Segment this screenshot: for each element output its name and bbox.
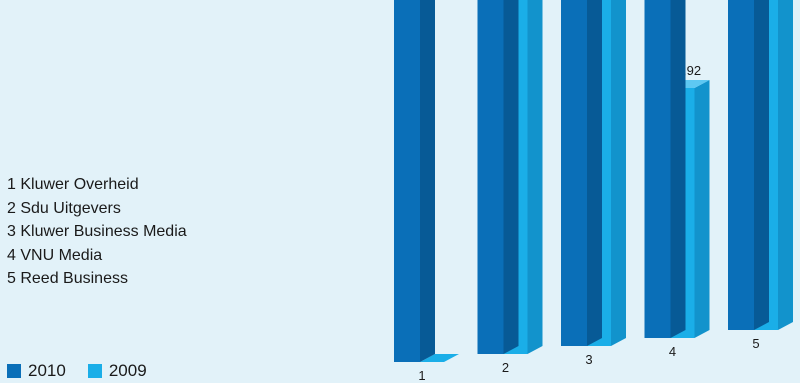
bar-2010-side bbox=[587, 0, 602, 346]
series-legend: 2010 2009 bbox=[7, 361, 169, 381]
bar-2009-empty bbox=[420, 354, 459, 362]
series-legend-item-2009: 2009 bbox=[87, 361, 147, 381]
bar-2010 bbox=[728, 0, 754, 330]
series-legend-item-2010: 2010 bbox=[7, 361, 66, 381]
bar-2010-side bbox=[754, 0, 769, 330]
bar-2009-side bbox=[778, 0, 793, 330]
legend-item: 3 Kluwer Business Media bbox=[7, 223, 187, 240]
legend-item: 1 Kluwer Overheid bbox=[7, 176, 139, 193]
bar-2009-side bbox=[694, 80, 710, 338]
bar-2009-side bbox=[527, 0, 543, 354]
series-swatch-2009 bbox=[87, 364, 102, 378]
series-swatch-2010 bbox=[7, 364, 21, 378]
bar-2010 bbox=[477, 0, 504, 355]
bar-2010-side bbox=[670, 0, 686, 338]
bar-2009-side bbox=[611, 0, 626, 346]
x-tick-label: 3 bbox=[585, 352, 592, 367]
legend-item: 2 Sdu Uitgevers bbox=[7, 199, 121, 217]
x-tick-label: 4 bbox=[669, 344, 676, 359]
bar-2010-side bbox=[503, 0, 519, 354]
x-tick-label: 1 bbox=[418, 368, 425, 383]
legend-item: 5 Reed Business bbox=[7, 270, 128, 287]
bar-2010 bbox=[561, 0, 587, 346]
bar-2010 bbox=[394, 0, 420, 362]
series-label-2009: 2009 bbox=[108, 361, 147, 380]
series-label-2010: 2010 bbox=[28, 361, 66, 380]
x-tick-label: 5 bbox=[752, 336, 759, 351]
legend-item: 4 VNU Media bbox=[7, 246, 103, 264]
bar-2010 bbox=[644, 0, 671, 338]
x-tick-label: 2 bbox=[502, 360, 509, 375]
bar-2010-side bbox=[420, 0, 435, 362]
company-legend: 1 Kluwer Overheid 2 Sdu Uitgevers 3 Kluw… bbox=[7, 173, 187, 291]
